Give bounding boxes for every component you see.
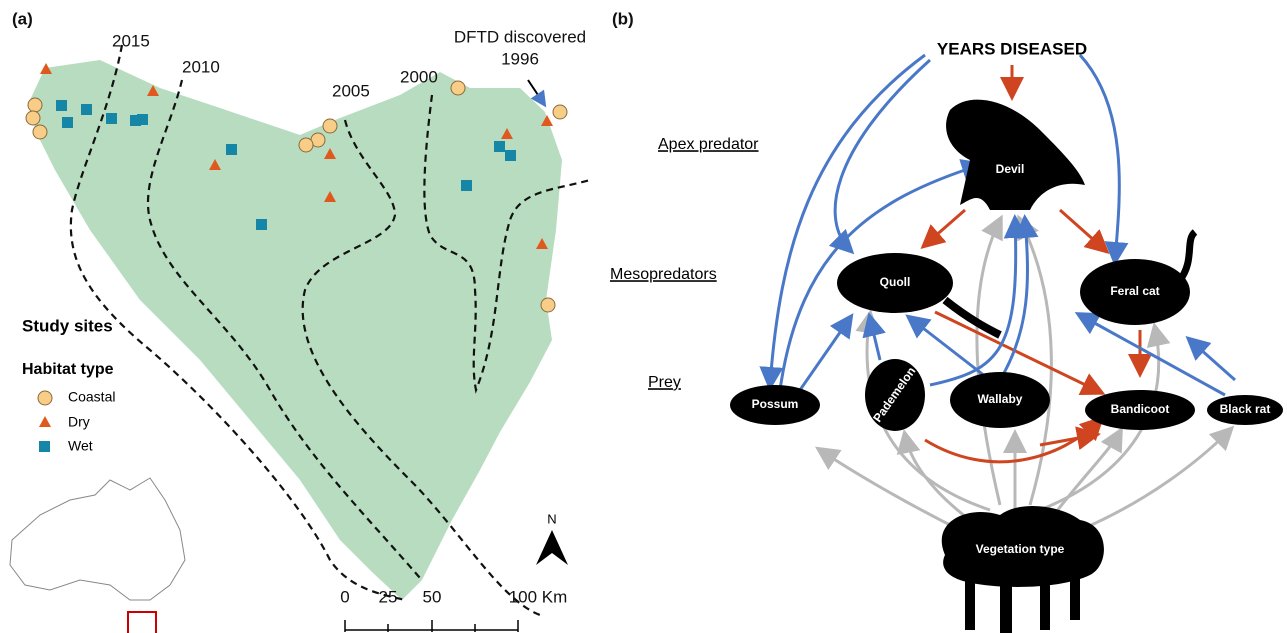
driver-label: YEARS DISEASED [937, 39, 1087, 58]
scale-bar [345, 620, 518, 632]
legend-swatch [38, 391, 52, 405]
legend-item: Wet [68, 438, 93, 454]
north-arrow [536, 530, 568, 565]
contour-label: 2000 [400, 67, 438, 86]
vegetation-node [942, 506, 1104, 633]
cat-tail [1180, 232, 1195, 280]
level-label: Apex predator [658, 136, 759, 153]
node-label: Devil [996, 162, 1025, 176]
diagram-panel: (b) YEARS DISEASED Apex predator Mesopre… [610, 9, 1283, 633]
legend-swatch [39, 416, 51, 427]
inset-box [128, 612, 156, 633]
legend-item: Dry [68, 414, 90, 430]
legend-title: Study sites [22, 316, 113, 335]
scale-label: 50 [423, 587, 442, 606]
node-label: Bandicoot [1111, 402, 1170, 416]
node-label: Black rat [1220, 402, 1271, 416]
annotation: DFTD discovered [454, 27, 586, 46]
map-panel: 2015 2010 2005 2000 (a) DFTD discovered … [10, 9, 590, 633]
panel-label: (a) [12, 9, 33, 28]
legend-subtitle: Habitat type [22, 361, 114, 378]
node-label: Possum [752, 397, 799, 411]
scale-label: 0 [340, 587, 349, 606]
panel-label: (b) [612, 9, 634, 28]
node-label: Vegetation type [976, 542, 1065, 556]
level-label: Mesopredators [610, 266, 717, 283]
scale-label: 100 Km [509, 587, 568, 606]
scale-label: 25 [379, 587, 398, 606]
inset-australia [10, 478, 185, 600]
level-label: Prey [648, 374, 681, 391]
annotation: 1996 [501, 49, 539, 68]
legend-item: Coastal [68, 389, 115, 405]
contour-label: 2015 [112, 31, 150, 50]
devil-node [946, 100, 1085, 210]
node-label: Feral cat [1110, 284, 1159, 298]
contour-label: 2010 [182, 57, 220, 76]
figure: 2015 2010 2005 2000 (a) DFTD discovered … [0, 0, 1287, 633]
contour-label: 2005 [332, 81, 370, 100]
node-label: Quoll [880, 275, 911, 289]
north-label: N [547, 511, 556, 526]
node-label: Wallaby [978, 392, 1023, 406]
legend-swatch [39, 441, 50, 452]
